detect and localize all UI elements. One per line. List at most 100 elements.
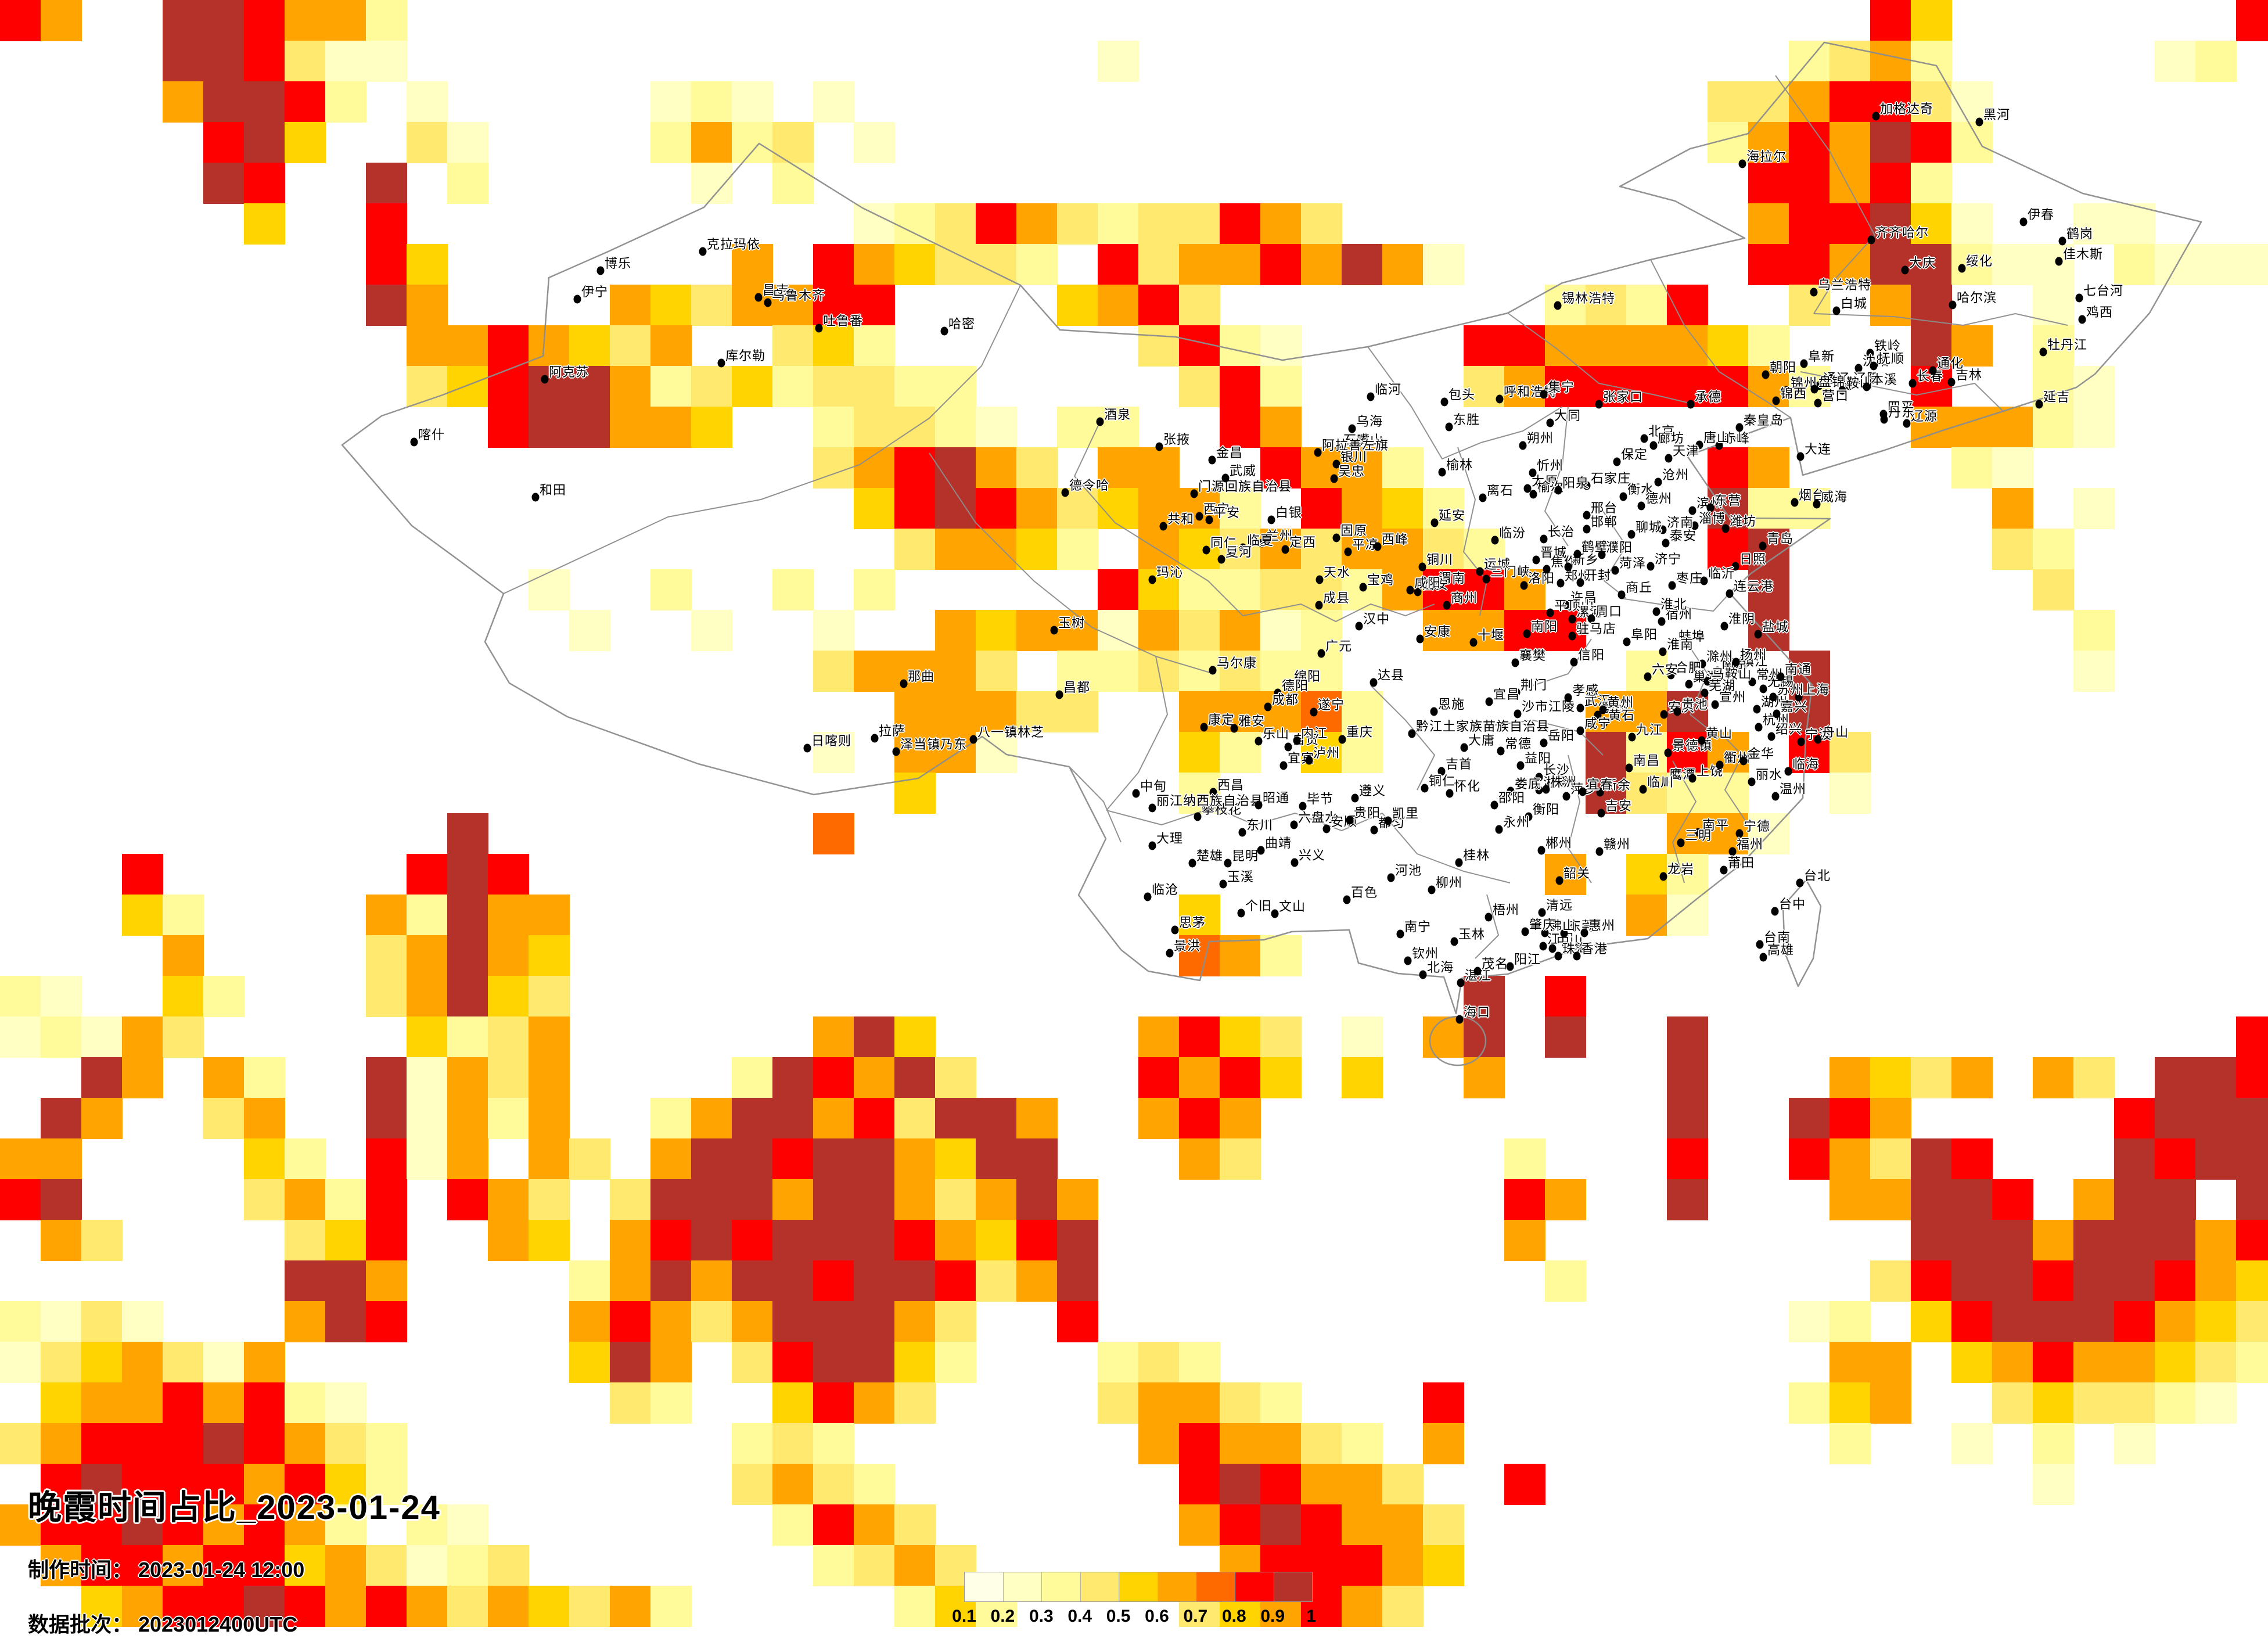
city-label: 延吉: [2043, 390, 2071, 404]
heat-cell: [854, 203, 895, 245]
city-label: 宜春: [1587, 777, 1614, 792]
city-label: 信阳: [1578, 648, 1605, 662]
heat-cell: [244, 203, 285, 245]
city-dot: [1529, 490, 1537, 499]
city-label: 济宁: [1655, 552, 1682, 566]
heat-cell: [1016, 488, 1058, 529]
city-label: 遵义: [1359, 784, 1386, 798]
heat-cell: [1789, 81, 1830, 123]
legend-swatch: [1274, 1572, 1313, 1601]
city-dot: [1755, 723, 1763, 732]
city-label: 本溪: [1871, 372, 1898, 387]
city-dot: [1457, 978, 1465, 987]
heat-cell: [1951, 325, 1993, 367]
city-dot: [1949, 300, 1957, 310]
heat-cell: [325, 41, 366, 82]
city-label: 长治: [1548, 525, 1575, 539]
city-label: 齐齐哈尔: [1875, 225, 1929, 240]
city-dot: [1370, 825, 1378, 835]
city-label: 东川: [1246, 818, 1274, 832]
city-label: 泰安: [1670, 529, 1697, 543]
city-dot: [1200, 723, 1208, 732]
heat-cell: [2073, 488, 2115, 529]
city-dot: [1291, 858, 1299, 867]
heat-cell: [1098, 407, 1139, 448]
heat-cell: [1382, 244, 1424, 285]
city-dot: [1813, 500, 1821, 509]
legend-tick: 0.9: [1260, 1607, 1285, 1626]
city-dot: [1595, 400, 1603, 409]
heat-cell: [244, 163, 285, 204]
city-label: 马尔康: [1217, 656, 1257, 670]
city-dot: [1583, 511, 1591, 520]
city-dot: [1516, 761, 1525, 770]
city-dot: [1050, 626, 1058, 635]
heat-cell: [1220, 203, 1261, 245]
data-batch-value: 2023012400UTC: [138, 1612, 298, 1636]
heat-cell: [1545, 285, 1586, 326]
city-dot: [1421, 784, 1429, 793]
city-dot: [1384, 816, 1392, 825]
city-label: 北海: [1427, 960, 1454, 975]
heat-cell: [1138, 569, 1180, 610]
city-dot: [1310, 707, 1318, 717]
map-title: 晚霞时间占比_2023-01-24: [28, 1489, 441, 1526]
legend-swatch: [1235, 1572, 1274, 1601]
heat-cell: [1220, 366, 1261, 407]
city-label: 西峰: [1382, 532, 1409, 547]
city-label: 黄山: [1706, 726, 1733, 741]
heat-cell: [1911, 122, 1952, 163]
heat-cell: [1179, 529, 1220, 570]
heat-cell: [1586, 325, 1627, 367]
city-dot: [2075, 293, 2083, 303]
city-label: 朔州: [1527, 431, 1554, 446]
city-dot: [1580, 928, 1588, 937]
city-label: 克拉玛依: [707, 237, 761, 252]
heat-cell: [1830, 122, 1871, 163]
city-label: 阳泉: [1562, 476, 1590, 490]
heat-cell: [1098, 41, 1139, 82]
heat-cell: [325, 0, 366, 41]
city-dot: [1221, 473, 1230, 483]
data-batch-label: 数据批次：: [28, 1612, 133, 1636]
city-dot: [2035, 400, 2043, 409]
heat-cell: [732, 244, 773, 285]
city-dot: [1564, 562, 1572, 572]
city-dot: [1759, 953, 1767, 962]
city-dot: [1257, 846, 1265, 855]
city-dot: [1611, 566, 1619, 575]
heat-cell: [610, 325, 651, 367]
city-dot: [1668, 581, 1676, 590]
city-label: 襄樊: [1519, 648, 1547, 663]
heat-cell: [1098, 488, 1139, 529]
heat-cell: [244, 122, 285, 163]
heat-cell: [976, 610, 1017, 651]
city-dot: [1958, 264, 1966, 273]
heat-cell: [1748, 569, 1789, 610]
heat-cell: [163, 41, 204, 82]
city-dot: [1698, 736, 1706, 745]
heat-cell: [976, 244, 1017, 285]
city-dot: [969, 735, 977, 744]
city-dot: [1554, 486, 1562, 495]
heat-cell: [935, 244, 976, 285]
city-dot: [1155, 442, 1163, 451]
city-label: 三明: [1685, 828, 1712, 843]
city-label: 黑河: [1983, 107, 2011, 122]
city-dot: [1784, 767, 1792, 776]
city-dot: [1658, 617, 1666, 626]
city-label: 张家口: [1603, 390, 1644, 404]
legend-swatch: [1003, 1572, 1043, 1601]
production-time-line: 制作时间： 2023-01-24 12:00: [28, 1553, 441, 1583]
city-label: 绥化: [1966, 254, 1993, 268]
city-dot: [1230, 724, 1238, 733]
city-dot: [1355, 622, 1363, 631]
legend-tick: 0.3: [1029, 1607, 1054, 1626]
city-label: 十堰: [1478, 628, 1505, 642]
city-dot: [1370, 678, 1378, 687]
city-dot: [1469, 638, 1478, 647]
city-dot: [1148, 803, 1156, 813]
heat-cell: [1951, 244, 1993, 285]
heat-cell: [447, 122, 488, 163]
heat-cell: [1789, 488, 1830, 529]
